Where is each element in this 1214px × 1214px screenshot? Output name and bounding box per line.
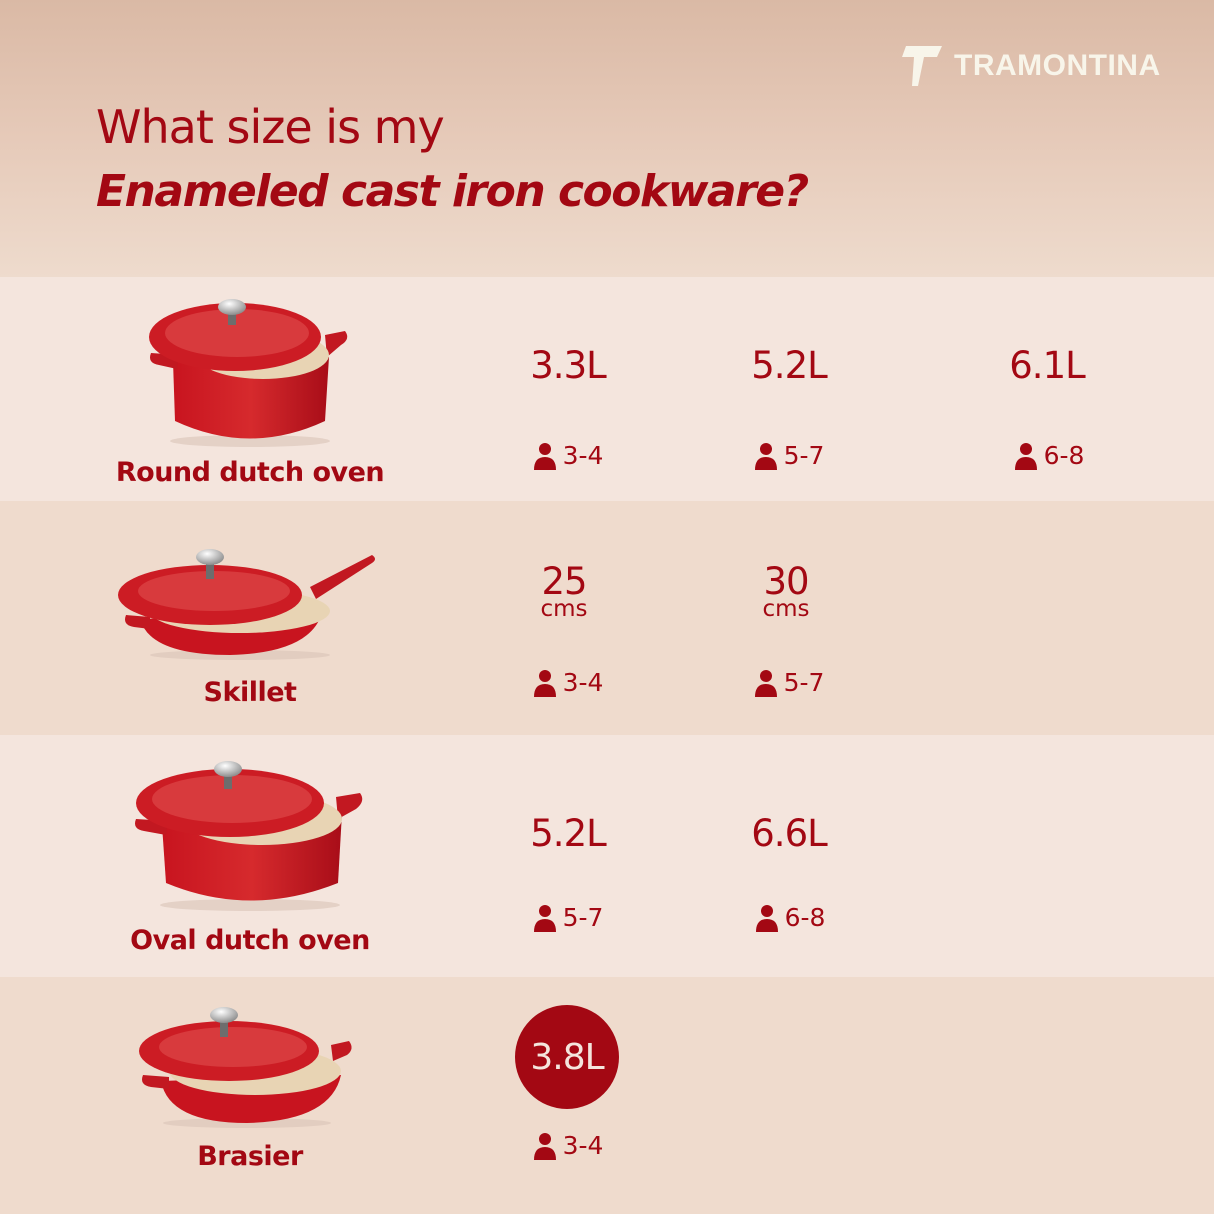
product-name: Skillet (203, 677, 297, 708)
serves-count: 5-7 (498, 903, 638, 932)
person-icon (533, 1132, 556, 1160)
size-value: 5.2L (751, 344, 827, 387)
person-icon (754, 669, 777, 697)
size-value: 30 (763, 560, 809, 603)
title-line-2: Enameled cast iron cookware? (96, 166, 809, 217)
person-icon (533, 904, 556, 932)
serves-label: 5-7 (783, 668, 825, 697)
serves-count: 6-8 (979, 441, 1119, 470)
serves-label: 3-4 (562, 441, 604, 470)
size-cell-highlighted: 3.8L (497, 1005, 637, 1109)
size-cell: 6.6L (719, 815, 859, 852)
size-cell: 5.2L (719, 347, 859, 384)
serves-label: 3-4 (562, 668, 604, 697)
product-brasier: Brasier (100, 1001, 400, 1172)
size-value: 6.6L (751, 812, 827, 855)
serves-count: 5-7 (719, 668, 859, 697)
product-name: Round dutch oven (115, 457, 385, 488)
round-dutch-oven-image (149, 299, 348, 447)
product-round-dutch-oven: Round dutch oven (100, 291, 400, 488)
size-value: 5.2L (530, 812, 606, 855)
brand-logo: TRAMONTINA (902, 44, 1161, 88)
size-unit: cms (762, 596, 810, 622)
brand-name: TRAMONTINA (954, 49, 1161, 82)
skillet-image (118, 549, 375, 660)
size-unit: cms (540, 596, 588, 622)
serves-label: 6-8 (784, 903, 826, 932)
size-cell: 30 cms (716, 563, 856, 621)
size-cell: 25 cms (494, 563, 634, 621)
product-row-skillet: Skillet 25 cms 3-4 30 cms 5-7 (0, 501, 1214, 735)
size-value: 25 (541, 560, 587, 603)
header: TRAMONTINA What size is my Enameled cast… (0, 0, 1214, 277)
serves-count: 6-8 (720, 903, 860, 932)
serves-label: 5-7 (783, 441, 825, 470)
size-cell: 5.2L (498, 815, 638, 852)
serves-count: 3-4 (498, 441, 638, 470)
product-oval-dutch-oven: Oval dutch oven (100, 753, 400, 956)
size-value: 6.1L (1009, 344, 1085, 387)
serves-label: 5-7 (562, 903, 604, 932)
brasier-image (139, 1007, 352, 1128)
product-name: Brasier (197, 1141, 303, 1172)
size-badge: 3.8L (515, 1005, 619, 1109)
product-name: Oval dutch oven (130, 925, 370, 956)
size-cell: 6.1L (977, 347, 1117, 384)
serves-count: 3-4 (498, 668, 638, 697)
product-row-round-dutch-oven: Round dutch oven 3.3L 3-4 5.2L 5-7 6.1L … (0, 277, 1214, 501)
page-title: What size is my Enameled cast iron cookw… (96, 100, 809, 217)
title-line-1: What size is my (96, 100, 445, 154)
product-skillet: Skillet (100, 543, 400, 708)
size-cell: 3.3L (498, 347, 638, 384)
serves-count: 3-4 (498, 1131, 638, 1160)
product-row-brasier: Brasier 3.8L 3-4 (0, 977, 1214, 1214)
oval-dutch-oven-image (135, 761, 363, 911)
person-icon (755, 904, 778, 932)
serves-count: 5-7 (719, 441, 859, 470)
person-icon (1014, 442, 1037, 470)
person-icon (533, 669, 556, 697)
person-icon (533, 442, 556, 470)
size-value: 3.3L (530, 344, 606, 387)
serves-label: 3-4 (562, 1131, 604, 1160)
product-row-oval-dutch-oven: Oval dutch oven 5.2L 5-7 6.6L 6-8 (0, 735, 1214, 977)
serves-label: 6-8 (1043, 441, 1085, 470)
person-icon (754, 442, 777, 470)
tramontina-t-logo-icon (902, 46, 942, 86)
